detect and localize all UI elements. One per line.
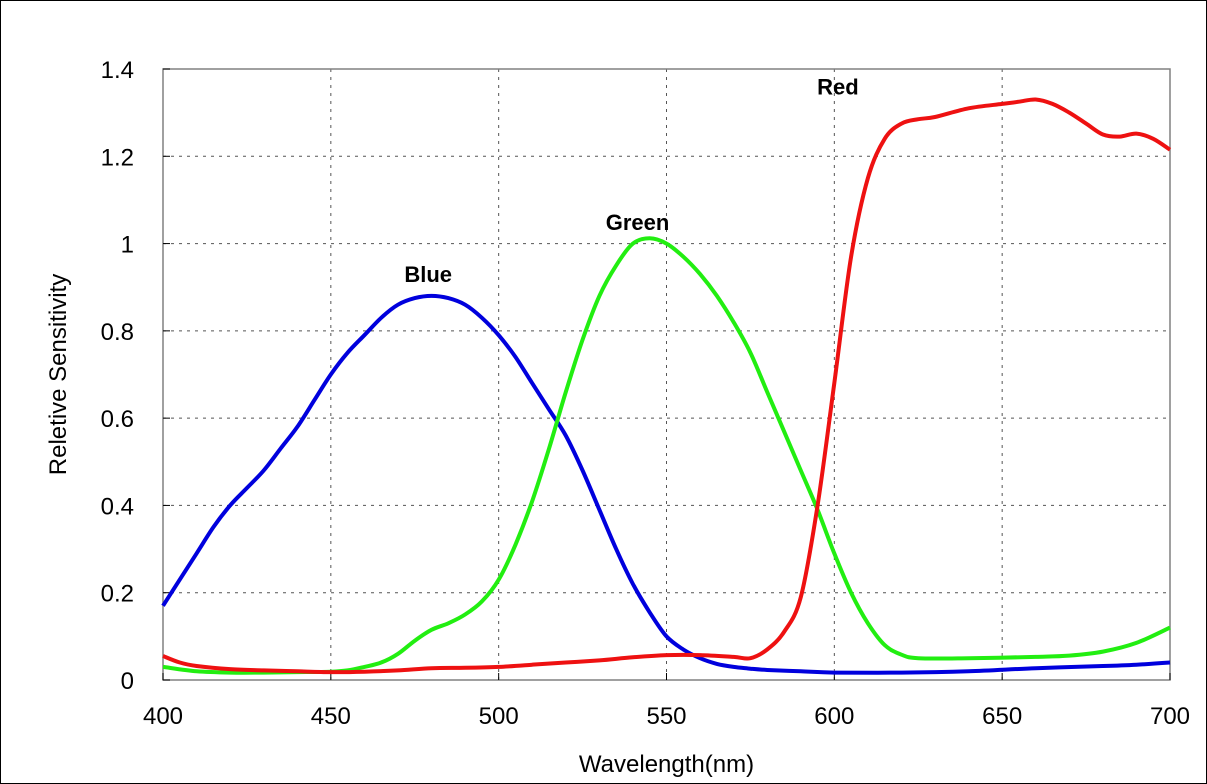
series-label-green: Green: [606, 210, 670, 235]
y-tick-label: 0: [121, 668, 134, 695]
y-tick-label: 0.4: [101, 493, 134, 520]
y-tick-label: 0.2: [101, 581, 134, 608]
y-tick-label: 0.8: [101, 319, 134, 346]
series-label-red: Red: [817, 74, 859, 99]
y-tick-label: 1.2: [101, 144, 134, 171]
x-tick-label: 500: [479, 703, 519, 730]
series-labels: Blue Green Red: [404, 74, 858, 287]
series-line-green: [162, 236, 1171, 675]
x-axis-title: Wavelength(nm): [579, 751, 754, 778]
x-axis-ticks: 400 450 500 550 600 650 700: [143, 673, 1190, 730]
series-line-blue: [161, 293, 1171, 675]
series-group: [161, 97, 1172, 675]
x-tick-label: 400: [143, 703, 183, 730]
x-tick-label: 550: [646, 703, 686, 730]
x-tick-label: 700: [1150, 703, 1190, 730]
series-label-blue: Blue: [404, 262, 452, 287]
x-tick-label: 450: [311, 703, 351, 730]
y-axis-title: Reletive Sensitivity: [45, 274, 72, 475]
y-tick-label: 0.6: [101, 406, 134, 433]
y-tick-label: 1.4: [101, 57, 134, 84]
y-tick-label: 1: [121, 232, 134, 259]
x-tick-label: 600: [814, 703, 854, 730]
series-line-red: [162, 97, 1172, 675]
y-axis-ticks: 0 0.2 0.4 0.6 0.8 1 1.2 1.4: [101, 57, 170, 695]
grid: [163, 69, 1170, 680]
x-tick-label: 650: [982, 703, 1022, 730]
